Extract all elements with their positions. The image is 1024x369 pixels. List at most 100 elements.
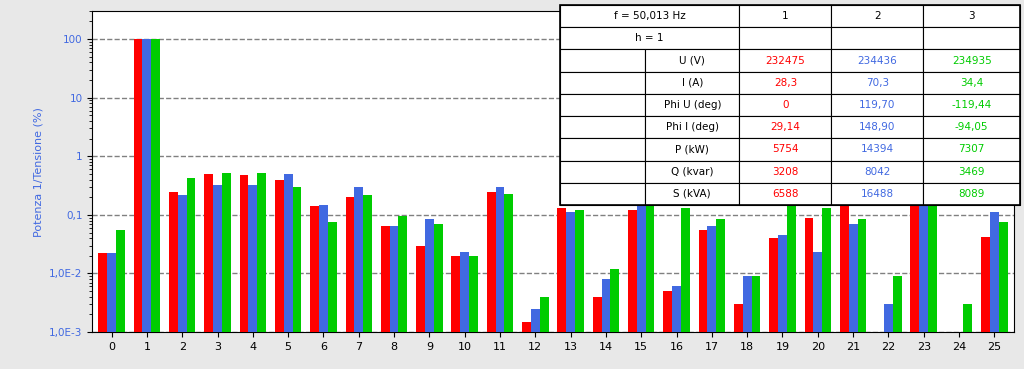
Bar <box>319 204 328 369</box>
Bar <box>560 49 645 72</box>
Bar <box>805 218 813 369</box>
Text: 8089: 8089 <box>958 189 985 199</box>
Bar <box>557 208 566 369</box>
Bar <box>646 206 654 369</box>
Bar <box>645 116 739 138</box>
Bar <box>152 39 160 369</box>
Bar <box>628 210 637 369</box>
Bar <box>739 27 831 49</box>
Bar <box>924 161 1020 183</box>
Text: 3208: 3208 <box>772 167 799 177</box>
Bar <box>505 194 513 369</box>
Bar <box>672 286 681 369</box>
Text: 8042: 8042 <box>864 167 891 177</box>
Bar <box>924 94 1020 116</box>
Text: 232475: 232475 <box>766 56 805 66</box>
Text: h = 1: h = 1 <box>636 33 664 43</box>
Bar <box>645 72 739 94</box>
Text: 6588: 6588 <box>772 189 799 199</box>
Bar <box>560 94 645 116</box>
Text: I (A): I (A) <box>682 78 702 88</box>
Bar <box>998 222 1008 369</box>
Bar <box>739 49 831 72</box>
Bar <box>560 138 645 161</box>
Bar <box>769 238 778 369</box>
Bar <box>142 39 152 369</box>
Bar <box>734 304 742 369</box>
Bar <box>560 5 739 27</box>
Bar <box>739 183 831 205</box>
Bar <box>857 219 866 369</box>
Bar <box>831 72 924 94</box>
Bar <box>831 138 924 161</box>
Bar <box>708 226 716 369</box>
Text: f = 50,013 Hz: f = 50,013 Hz <box>613 11 686 21</box>
Bar <box>213 185 222 369</box>
Text: 148,90: 148,90 <box>859 122 896 132</box>
Bar <box>946 338 954 369</box>
Bar <box>924 72 1020 94</box>
Bar <box>566 213 575 369</box>
Bar <box>831 49 924 72</box>
Bar <box>452 256 460 369</box>
Bar <box>831 5 924 27</box>
Text: 1: 1 <box>782 11 788 21</box>
Bar <box>739 116 831 138</box>
Bar <box>496 187 505 369</box>
Bar <box>593 297 601 369</box>
Bar <box>522 322 530 369</box>
Bar <box>169 192 178 369</box>
Bar <box>645 183 739 205</box>
Text: Phi I (deg): Phi I (deg) <box>666 122 719 132</box>
Bar <box>540 297 549 369</box>
Bar <box>249 185 257 369</box>
Text: 5754: 5754 <box>772 144 799 155</box>
Bar <box>924 116 1020 138</box>
Bar <box>739 94 831 116</box>
Bar <box>560 27 739 49</box>
Bar <box>108 254 116 369</box>
Bar <box>293 187 301 369</box>
Bar <box>928 190 937 369</box>
Text: 34,4: 34,4 <box>961 78 983 88</box>
Bar <box>739 5 831 27</box>
Bar <box>645 161 739 183</box>
Bar <box>645 49 739 72</box>
Text: 0: 0 <box>782 100 788 110</box>
Bar <box>849 224 857 369</box>
Bar <box>186 178 196 369</box>
Text: Phi U (deg): Phi U (deg) <box>664 100 721 110</box>
Bar <box>910 195 920 369</box>
Text: 3469: 3469 <box>958 167 985 177</box>
Text: -119,44: -119,44 <box>951 100 992 110</box>
Bar <box>434 224 442 369</box>
Bar <box>134 39 142 369</box>
Bar <box>698 230 708 369</box>
Text: 2: 2 <box>874 11 881 21</box>
Bar <box>840 197 849 369</box>
Bar <box>274 180 284 369</box>
Bar <box>981 237 990 369</box>
Text: 29,14: 29,14 <box>770 122 801 132</box>
Y-axis label: Potenza 1/Tensione (%): Potenza 1/Tensione (%) <box>34 107 43 237</box>
Bar <box>116 230 125 369</box>
Bar <box>924 5 1020 27</box>
Bar <box>752 276 761 369</box>
Bar <box>924 49 1020 72</box>
Bar <box>178 195 186 369</box>
Bar <box>924 183 1020 205</box>
Text: 14394: 14394 <box>861 144 894 155</box>
Bar <box>240 175 249 369</box>
Bar <box>964 304 972 369</box>
Bar <box>460 252 469 369</box>
Text: 234436: 234436 <box>857 56 897 66</box>
Bar <box>354 187 364 369</box>
Bar <box>469 256 478 369</box>
Bar <box>310 206 319 369</box>
Bar <box>822 208 831 369</box>
Text: -94,05: -94,05 <box>955 122 988 132</box>
Text: 3: 3 <box>969 11 975 21</box>
Bar <box>813 252 822 369</box>
Bar <box>637 206 646 369</box>
Bar <box>924 27 1020 49</box>
